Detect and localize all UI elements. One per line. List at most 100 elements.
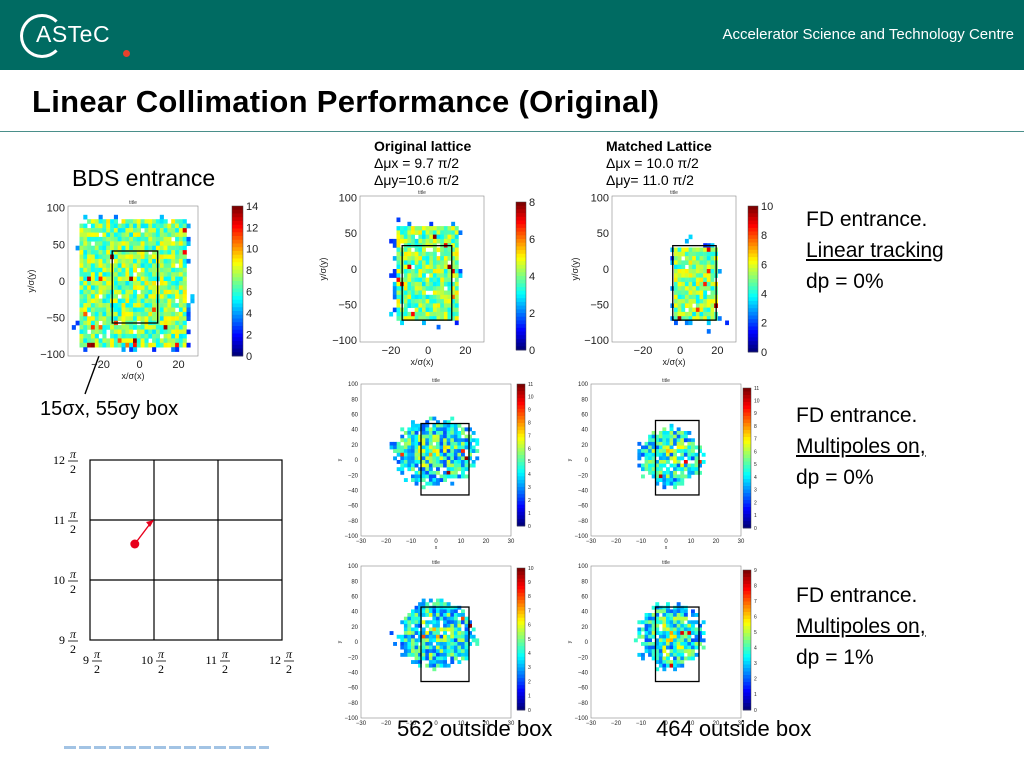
heatmap-cell [698, 460, 702, 464]
heatmap-cell [699, 286, 704, 291]
heatmap-cell [407, 449, 412, 453]
heatmap-cell [392, 290, 397, 296]
heatmap-cell [414, 277, 419, 283]
heatmap-cell [425, 656, 430, 661]
heatmap-cell [651, 642, 656, 646]
heatmap-cell [393, 449, 397, 453]
heatmap-cell [644, 620, 649, 625]
heatmap-cell [167, 342, 172, 348]
heatmap-cell [651, 434, 656, 439]
heatmap-cell [418, 256, 423, 261]
heatmap-cell [450, 620, 455, 625]
heatmap-cell [687, 474, 692, 479]
heatmap-cell [411, 277, 415, 283]
heatmap-cell [443, 478, 447, 482]
heatmap-cell [117, 250, 122, 255]
heatmap-cell [684, 256, 689, 261]
heatmap-cell [673, 467, 677, 472]
heatmap-cell [403, 294, 408, 300]
heatmap-cell [676, 438, 681, 443]
heatmap-cell [450, 423, 455, 428]
heatmap-cell [411, 438, 415, 443]
heatmap-cell [121, 338, 126, 344]
heatmap-cell [451, 286, 456, 291]
heatmap-cell [432, 613, 437, 617]
heatmap-cell [79, 307, 84, 313]
heatmap-cell [691, 441, 695, 446]
colorbar-segment [232, 348, 243, 353]
heatmap-cell [450, 452, 455, 457]
heatmap-cell [102, 329, 107, 335]
heatmap-cell [691, 438, 695, 443]
heatmap-cell [662, 449, 667, 453]
colorbar-tick-label: 1 [528, 511, 531, 517]
colorbar-segment [232, 221, 243, 226]
heatmap-cell [699, 247, 704, 253]
heatmap-cell [98, 228, 103, 233]
heatmap-cell [710, 307, 715, 313]
heatmap-cell [425, 634, 430, 639]
colorbar-segment [517, 486, 525, 491]
heatmap-cell [674, 303, 678, 308]
heatmap-cell [425, 645, 430, 650]
heatmap-cell [648, 645, 652, 650]
colorbar-segment [748, 282, 758, 287]
heatmap-cell [446, 642, 451, 646]
heatmap-cell [152, 342, 157, 348]
heatmap-cell [79, 276, 84, 282]
heatmap-cell [440, 264, 445, 270]
colorbar-tick-label: 8 [528, 594, 531, 600]
colorbar-segment [516, 205, 526, 210]
colorbar-segment [232, 273, 243, 278]
heatmap-cell [429, 230, 434, 235]
heatmap-cell [414, 470, 419, 475]
tick-pi: π [70, 567, 77, 581]
heatmap-cell [674, 290, 678, 296]
heatmap-cell [450, 456, 455, 461]
heatmap-cell [717, 269, 722, 274]
colorbar-segment [743, 678, 751, 683]
heatmap-cell [450, 631, 455, 635]
heatmap-cell [418, 616, 422, 621]
heatmap-cell [152, 281, 157, 286]
heatmap-cell [106, 267, 111, 273]
heatmap-cell [79, 289, 84, 295]
heatmap-cell [83, 254, 88, 260]
heatmap-cell [110, 236, 115, 242]
heatmap-cell [688, 311, 693, 317]
heatmap-cell [403, 478, 408, 482]
heatmap-cell [133, 232, 138, 238]
heatmap-cell [458, 230, 463, 235]
colorbar-tick-label: 0 [529, 345, 535, 357]
heatmap-cell [655, 478, 660, 482]
heatmap-cell [113, 298, 118, 304]
heatmap-cell [436, 609, 440, 614]
heatmap-cell [133, 228, 138, 233]
heatmap-cell [102, 289, 107, 295]
heatmap-cell [403, 247, 408, 253]
heatmap-cell [666, 663, 670, 668]
heatmap-cell [110, 329, 115, 335]
heatmap-cell [687, 642, 692, 646]
heatmap-cell [425, 449, 430, 453]
colorbar-segment [517, 635, 525, 640]
heatmap-cell [418, 645, 422, 650]
colorbar-segment [516, 216, 526, 221]
heatmap-cell [451, 290, 456, 296]
heatmap-cell [446, 649, 451, 654]
heatmap-cell [684, 281, 689, 287]
heatmap-cell [428, 605, 433, 610]
heatmap-cell [669, 649, 674, 654]
heatmap-cell [440, 256, 445, 261]
colorbar-frame [515, 201, 527, 351]
heatmap-cell [687, 463, 692, 468]
collimation-box [401, 244, 453, 321]
x-tick-label: 20 [713, 721, 720, 726]
heatmap-cell [113, 254, 118, 260]
heatmap-cell [113, 338, 118, 344]
heatmap-cell [440, 273, 445, 278]
heatmap-cell [443, 269, 448, 274]
heatmap-cell [171, 263, 176, 269]
heatmap-cell [436, 623, 440, 628]
heatmap-cell [651, 616, 656, 621]
